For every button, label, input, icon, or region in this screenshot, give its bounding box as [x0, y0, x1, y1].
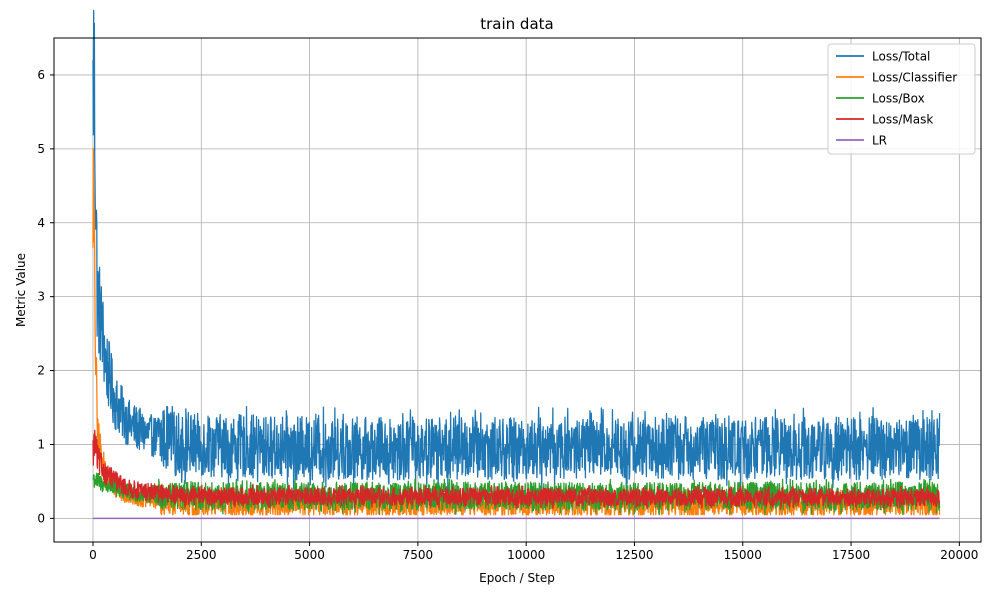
x-tick-label: 7500	[403, 548, 434, 562]
x-tick-label: 2500	[186, 548, 217, 562]
legend-label: Loss/Mask	[872, 113, 933, 127]
legend-label: Loss/Box	[872, 92, 925, 106]
series-line-loss-total	[92, 9, 941, 490]
legend-label: Loss/Total	[872, 50, 930, 64]
plot-frame	[53, 37, 982, 543]
legend-label: LR	[872, 134, 887, 148]
y-tick-label: 3	[37, 290, 45, 304]
y-tick-label: 6	[37, 68, 45, 82]
y-tick-label: 0	[37, 511, 45, 525]
y-axis-label: Metric Value	[14, 253, 28, 327]
x-tick-label: 17500	[832, 548, 870, 562]
legend: Loss/Total Loss/Classifier Loss/Box Loss/Ma…	[827, 43, 976, 155]
y-tick-label: 1	[37, 437, 45, 451]
legend-box	[827, 43, 976, 155]
x-tick-label: 20000	[940, 548, 978, 562]
series-layer	[92, 9, 941, 520]
x-tick-label: 10000	[507, 548, 545, 562]
x-tick-label: 15000	[724, 548, 762, 562]
x-tick-label: 12500	[615, 548, 653, 562]
x-tick-label: 5000	[294, 548, 325, 562]
series-line-loss-mask	[92, 429, 941, 510]
x-axis-label: Epoch / Step	[479, 571, 555, 585]
chart-title: train data	[480, 15, 553, 33]
legend-label: Loss/Classifier	[872, 71, 957, 85]
y-tick-label: 2	[37, 364, 45, 378]
ticks-layer: 0 2500 5000 7500 10000 12500 15000 17500 20000 0 1…	[37, 68, 978, 562]
y-tick-label: 5	[37, 142, 45, 156]
y-tick-label: 4	[37, 216, 45, 230]
x-tick-label: 0	[89, 548, 97, 562]
legend-items: Loss/Total Loss/Classifier Loss/Box Loss/Ma…	[836, 50, 957, 148]
